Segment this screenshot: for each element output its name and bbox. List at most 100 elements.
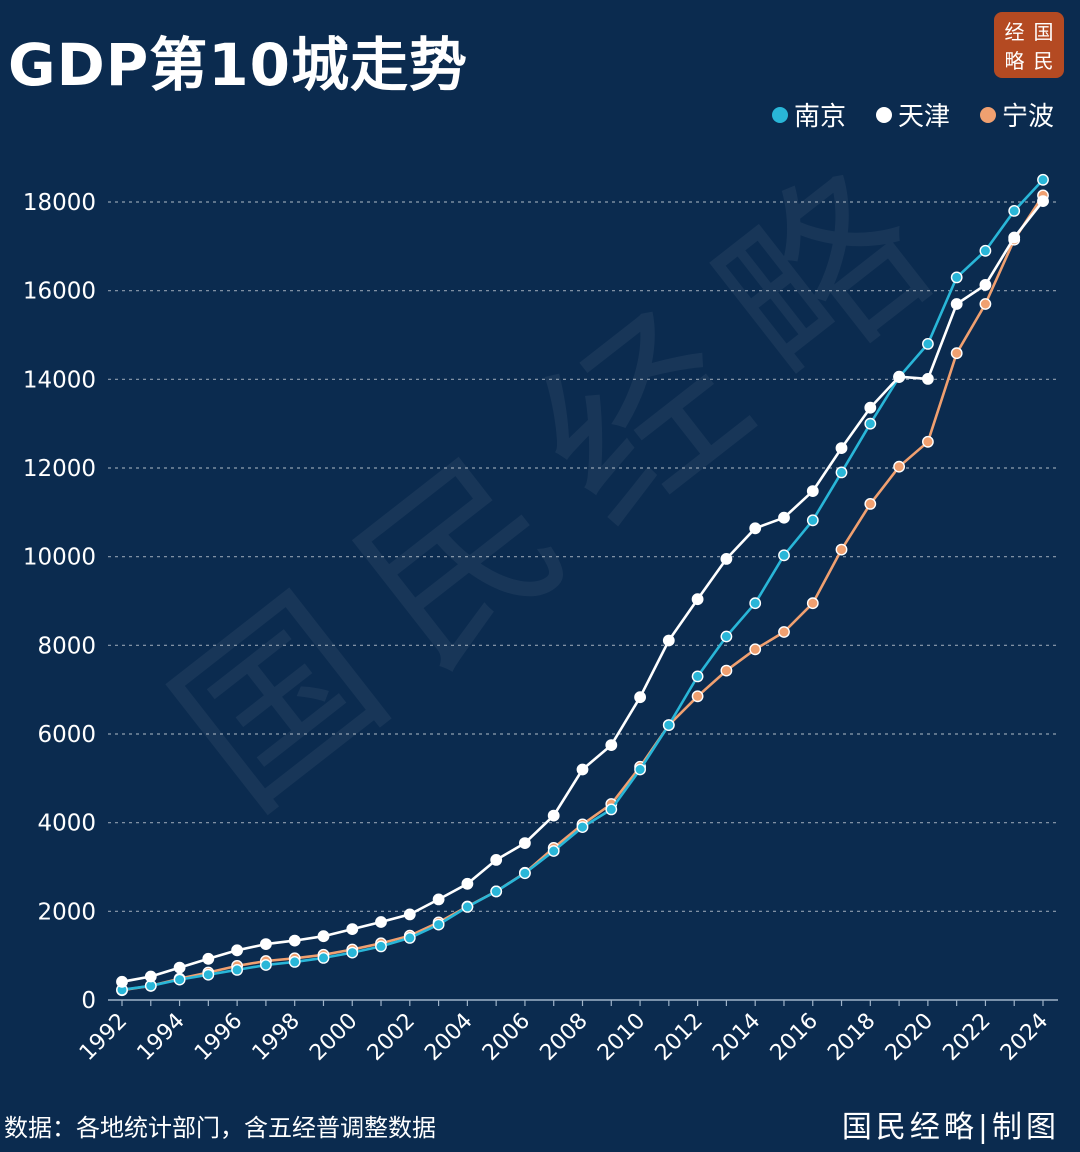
data-point-tianjin [461, 877, 474, 890]
logo-char: 经 [1004, 20, 1025, 44]
data-point-tianjin [720, 553, 733, 565]
data-point-nanjing [1008, 204, 1021, 217]
data-point-tianjin [749, 522, 762, 535]
data-point-nanjing [317, 952, 330, 964]
x-tick-label: 2010 [593, 1009, 650, 1066]
data-point-tianjin [835, 442, 848, 454]
data-point-ningbo [778, 626, 790, 638]
data-point-tianjin [778, 511, 790, 524]
grid-layer [108, 201, 1058, 912]
data-point-nanjing [634, 763, 646, 776]
data-point-nanjing [835, 466, 848, 479]
data-point-tianjin [259, 938, 272, 950]
credit-text: 国民经略|制图 [841, 1110, 1060, 1145]
chart-title: GDP第10城走势 [8, 31, 468, 99]
x-tick-label: 2014 [708, 1009, 765, 1066]
data-point-nanjing [778, 549, 790, 562]
legend-item-ningbo: 宁波 [979, 96, 1054, 133]
y-tick-label: 8000 [37, 633, 96, 659]
x-tick-label: 2006 [478, 1009, 535, 1066]
data-point-nanjing [749, 597, 762, 610]
y-tick-label: 14000 [23, 367, 96, 393]
y-tick-label: 0 [81, 988, 96, 1014]
legend-label-ningbo: 宁波 [1001, 102, 1054, 132]
data-point-nanjing [202, 968, 215, 981]
data-point-tianjin [1008, 231, 1021, 244]
legend-item-tianjin: 天津 [875, 96, 950, 133]
data-point-tianjin [605, 739, 618, 751]
data-point-tianjin [116, 975, 128, 988]
brand-logo: 经 国 略 民 [994, 12, 1064, 78]
x-tick-label: 2008 [535, 1009, 592, 1066]
data-point-nanjing [605, 803, 618, 816]
series-tianjin [116, 195, 1049, 988]
data-point-tianjin [634, 691, 646, 704]
data-point-nanjing [922, 337, 934, 350]
x-tick-label: 1996 [190, 1009, 247, 1066]
data-point-nanjing [173, 973, 186, 986]
series-line-nanjing [121, 178, 1044, 992]
data-point-tianjin [490, 854, 503, 866]
logo-char: 国 [1033, 20, 1054, 44]
legend-marker-nanjing [771, 106, 788, 123]
data-point-tianjin [202, 952, 215, 965]
data-point-nanjing [691, 670, 704, 683]
data-point-nanjing [346, 946, 359, 959]
data-point-nanjing [259, 959, 272, 971]
data-point-ningbo [720, 664, 733, 677]
data-point-nanjing [432, 918, 445, 931]
data-point-tianjin [375, 916, 387, 928]
data-point-tianjin [576, 763, 589, 776]
series-layer [116, 173, 1049, 997]
x-tick-label: 2018 [823, 1009, 880, 1066]
data-point-nanjing [490, 885, 503, 898]
y-tick-label: 10000 [23, 545, 96, 571]
legend-label-tianjin: 天津 [897, 102, 950, 132]
x-tick-label: 1994 [133, 1009, 190, 1066]
data-point-nanjing [720, 630, 733, 643]
data-point-tianjin [144, 970, 157, 983]
legend-label-nanjing: 南京 [793, 102, 846, 132]
data-point-tianjin [979, 278, 992, 291]
data-point-nanjing [979, 244, 992, 257]
data-point-nanjing [547, 845, 560, 857]
legend-marker-ningbo [979, 106, 996, 123]
x-tick-label: 2020 [881, 1009, 938, 1066]
data-point-tianjin [519, 837, 531, 849]
data-point-nanjing [950, 271, 963, 284]
legend-marker-tianjin [875, 106, 892, 123]
y-tick-label: 18000 [23, 190, 96, 216]
data-point-ningbo [979, 298, 992, 310]
x-tick-label: 2000 [305, 1009, 362, 1066]
data-point-tianjin [864, 401, 877, 414]
data-point-ningbo [749, 643, 762, 656]
y-tick-label: 16000 [23, 279, 96, 305]
data-point-tianjin [288, 934, 301, 947]
data-point-ningbo [835, 543, 848, 556]
x-tick-label: 1998 [248, 1009, 305, 1066]
x-tick-label: 2016 [766, 1009, 823, 1066]
x-tick-label: 1992 [75, 1009, 132, 1066]
logo-char: 略 [1004, 49, 1025, 73]
x-tick-label: 2004 [420, 1009, 477, 1066]
data-point-nanjing [864, 417, 877, 430]
data-point-tianjin [231, 944, 244, 957]
data-point-ningbo [893, 460, 905, 473]
series-line-ningbo [121, 194, 1045, 992]
x-tick-label: 2024 [996, 1009, 1053, 1066]
data-point-ningbo [950, 347, 963, 360]
source-note: 数据：各地统计部门，含五经普调整数据 [4, 1114, 436, 1142]
series-nanjing [116, 173, 1049, 996]
y-tick-label: 2000 [37, 899, 96, 925]
data-point-nanjing [461, 901, 474, 913]
data-point-nanjing [375, 940, 387, 953]
axis-layer: 0 2000 4000 6000 8000 10000 12000 14000 16000 180… [23, 190, 1058, 1066]
data-point-tianjin [922, 372, 934, 385]
data-point-nanjing [662, 719, 675, 731]
data-point-tianjin [403, 908, 416, 921]
data-point-nanjing [806, 514, 819, 527]
series-line-tianjin [121, 200, 1045, 984]
y-tick-label: 12000 [23, 456, 96, 482]
data-point-ningbo [922, 435, 934, 448]
data-point-nanjing [519, 867, 531, 880]
